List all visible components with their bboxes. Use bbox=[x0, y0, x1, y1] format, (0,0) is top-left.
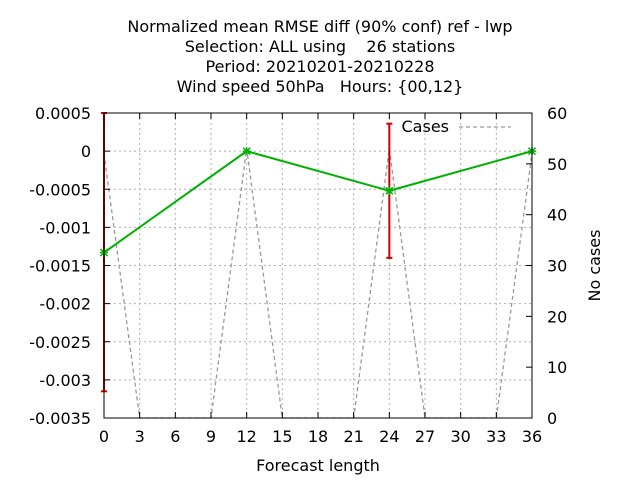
y2-tick-label: 30 bbox=[547, 257, 567, 276]
y-tick-label: -0.0025 bbox=[29, 333, 91, 352]
title-line: Selection: ALL using 26 stations bbox=[185, 37, 455, 56]
series-line bbox=[103, 150, 533, 254]
y-tick-label: -0.002 bbox=[39, 295, 91, 314]
y2-tick-label: 0 bbox=[547, 409, 557, 428]
y-tick-label: -0.003 bbox=[39, 371, 91, 390]
x-tick-label: 9 bbox=[206, 427, 216, 446]
x-tick-label: 21 bbox=[343, 427, 363, 446]
y-tick-label: 0 bbox=[81, 142, 91, 161]
y2-tick-label: 40 bbox=[547, 206, 567, 225]
x-tick-label: 30 bbox=[450, 427, 470, 446]
x-tick-label: 12 bbox=[236, 427, 256, 446]
x-tick-label: 27 bbox=[415, 427, 435, 446]
legend-label: Cases bbox=[402, 117, 450, 136]
grid bbox=[104, 113, 532, 418]
x-axis-label: Forecast length bbox=[256, 456, 380, 475]
y-tick-label: -0.0005 bbox=[29, 180, 91, 199]
x-tick-label: 18 bbox=[308, 427, 328, 446]
x-tick-label: 36 bbox=[522, 427, 542, 446]
y2-tick-label: 60 bbox=[547, 104, 567, 123]
x-tick-label: 0 bbox=[99, 427, 109, 446]
y-tick-label: -0.001 bbox=[39, 218, 91, 237]
title-line: Period: 20210201-20210228 bbox=[205, 57, 434, 76]
data-point bbox=[385, 186, 394, 195]
y-tick-label: -0.0015 bbox=[29, 257, 91, 276]
x-tick-label: 3 bbox=[135, 427, 145, 446]
x-tick-label: 6 bbox=[170, 427, 180, 446]
y-tick-label: -0.0035 bbox=[29, 409, 91, 428]
axis-ticks: 0 3 6 9 12 15 18 21 24 27 30 33 360.00050-0.0005-0.0… bbox=[29, 104, 567, 446]
x-tick-label: 24 bbox=[379, 427, 399, 446]
y2-tick-label: 50 bbox=[547, 155, 567, 174]
y2-tick-label: 20 bbox=[547, 307, 567, 326]
chart-title: Normalized mean RMSE diff (90% conf) ref… bbox=[127, 17, 512, 96]
y2-axis-label: No cases bbox=[585, 230, 604, 302]
title-line: Normalized mean RMSE diff (90% conf) ref… bbox=[127, 17, 512, 36]
x-tick-label: 33 bbox=[486, 427, 506, 446]
y-tick-label: 0.0005 bbox=[35, 104, 91, 123]
data-point bbox=[242, 147, 251, 156]
x-tick-label: 15 bbox=[272, 427, 292, 446]
title-line: Wind speed 50hPa Hours: {00,12} bbox=[177, 77, 464, 96]
legend: Cases bbox=[402, 117, 511, 136]
y2-tick-label: 10 bbox=[547, 358, 567, 377]
